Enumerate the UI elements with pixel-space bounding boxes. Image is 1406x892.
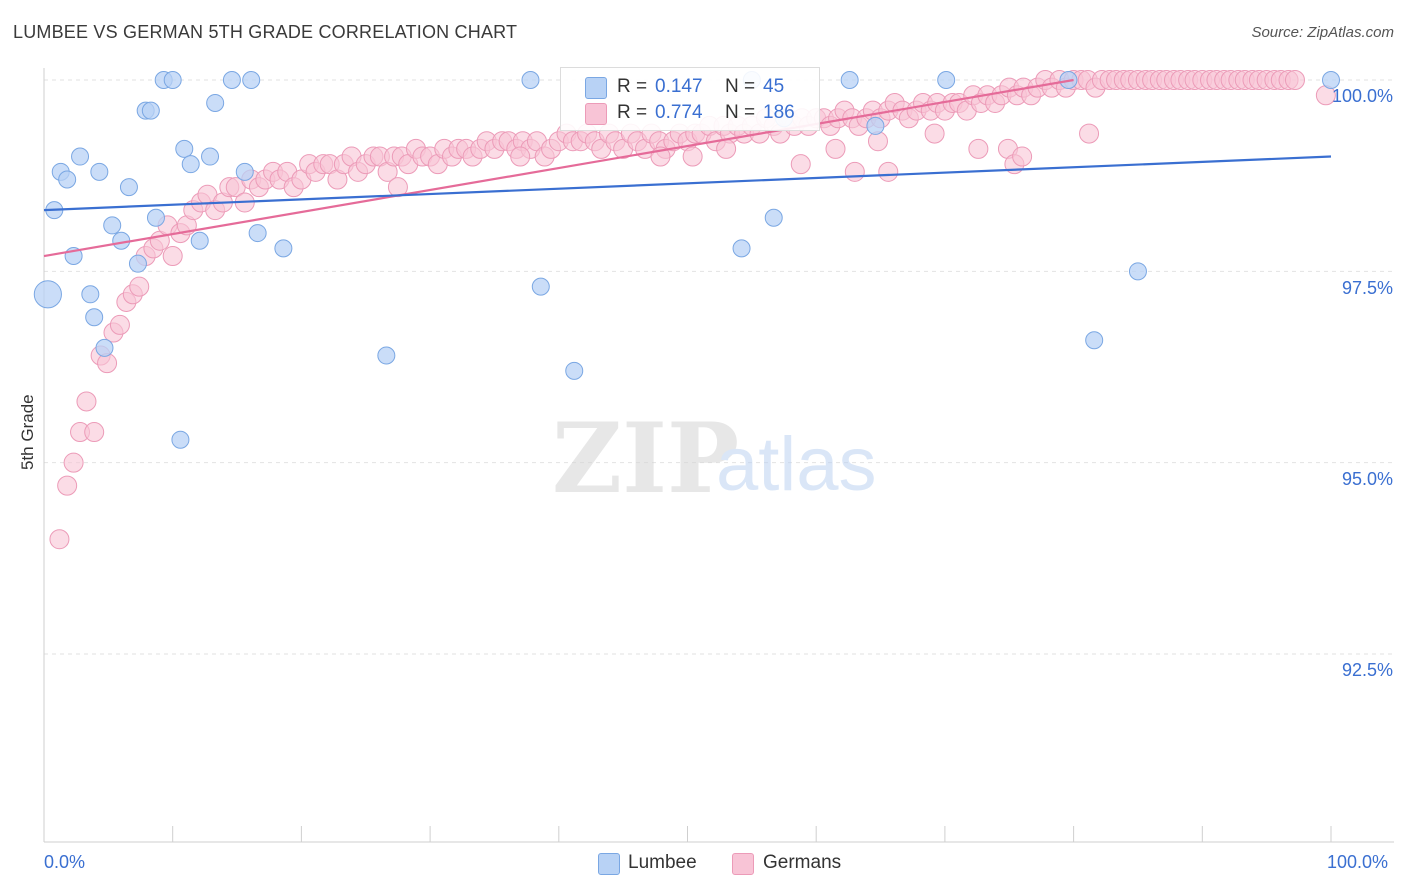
germans-point bbox=[1284, 70, 1305, 90]
germans-point bbox=[76, 391, 97, 412]
lumbee-point bbox=[181, 155, 200, 174]
lumbee-point bbox=[190, 231, 209, 250]
lumbee-point bbox=[377, 346, 396, 365]
lumbee-point bbox=[206, 93, 225, 112]
germans-point bbox=[49, 529, 70, 550]
lumbee-point bbox=[937, 71, 956, 89]
axes bbox=[43, 68, 1394, 843]
germans-n-value: 186 bbox=[763, 102, 795, 123]
lumbee-point bbox=[531, 277, 550, 296]
lumbee-point bbox=[171, 430, 190, 449]
lumbee-point bbox=[58, 170, 77, 189]
watermark-atlas: atlas bbox=[716, 422, 877, 507]
watermark-zip: ZIP bbox=[552, 402, 739, 515]
lumbee-point bbox=[103, 216, 122, 235]
lumbee-trend-line bbox=[43, 155, 1332, 212]
lumbee-point bbox=[274, 239, 293, 258]
lumbee-point bbox=[764, 208, 783, 227]
lumbee-point bbox=[81, 285, 100, 304]
germans-point bbox=[84, 422, 105, 443]
lumbee-r-value: 0.147 bbox=[655, 76, 703, 97]
germans-series bbox=[49, 70, 1336, 550]
germans-point bbox=[57, 475, 78, 496]
germans-point bbox=[63, 452, 84, 473]
lumbee-point bbox=[95, 338, 114, 357]
lumbee-point bbox=[1085, 331, 1104, 350]
lumbee-point bbox=[201, 147, 220, 166]
chart-title: LUMBEE VS GERMAN 5TH GRADE CORRELATION C… bbox=[13, 22, 518, 42]
watermark: ZIP atlas bbox=[552, 402, 877, 515]
lumbee-point bbox=[90, 162, 109, 181]
germans-point bbox=[162, 246, 183, 267]
lumbee-point bbox=[71, 147, 90, 166]
lumbee-point bbox=[128, 254, 147, 273]
lumbee-point bbox=[235, 162, 254, 181]
lumbee-point bbox=[1322, 71, 1340, 89]
lumbee-point bbox=[141, 101, 160, 120]
lumbee-point bbox=[732, 239, 751, 258]
y-tick-label-100: 100.0% bbox=[1331, 86, 1393, 106]
germans-point bbox=[716, 138, 737, 159]
germans-point bbox=[510, 146, 531, 167]
bottom-lumbee-swatch bbox=[598, 853, 620, 875]
lumbee-point bbox=[222, 71, 241, 89]
bottom-germans-label: Germans bbox=[763, 852, 842, 873]
germans-point bbox=[968, 138, 989, 159]
germans-trend-line bbox=[43, 78, 1074, 258]
lumbee-point bbox=[33, 280, 62, 309]
y-tick-label-95: 95.0% bbox=[1341, 469, 1393, 489]
x-tick-label-min: 0.0% bbox=[44, 852, 86, 872]
germans-point bbox=[109, 314, 130, 335]
lumbee-point bbox=[242, 71, 261, 89]
lumbee-swatch bbox=[585, 77, 607, 99]
lumbee-point bbox=[1128, 262, 1147, 281]
germans-r-value: 0.774 bbox=[655, 102, 703, 123]
germans-point bbox=[878, 161, 899, 182]
y-tick-label-92-5: 92.5% bbox=[1341, 660, 1393, 680]
lumbee-point bbox=[146, 208, 165, 227]
germans-point bbox=[97, 353, 118, 374]
lumbee-point bbox=[119, 178, 138, 197]
germans-point bbox=[790, 154, 811, 175]
germans-point bbox=[844, 161, 865, 182]
lumbee-point bbox=[175, 139, 194, 158]
bottom-lumbee-label: Lumbee bbox=[628, 852, 697, 873]
y-tick-label-97-5: 97.5% bbox=[1341, 278, 1393, 298]
source-label: Source: ZipAtlas.com bbox=[1251, 24, 1394, 41]
germans-point bbox=[682, 146, 703, 167]
lumbee-point bbox=[840, 71, 859, 89]
lumbee-point bbox=[163, 71, 182, 89]
trend-lines bbox=[43, 78, 1332, 258]
x-tick-label-max: 100.0% bbox=[1327, 852, 1389, 872]
lumbee-n-value: 45 bbox=[763, 76, 785, 97]
germans-point bbox=[1012, 146, 1033, 167]
lumbee-point bbox=[565, 361, 584, 380]
germans-r-label: R = bbox=[617, 102, 648, 123]
lumbee-point bbox=[248, 224, 267, 243]
lumbee-point bbox=[85, 308, 104, 327]
germans-point bbox=[129, 276, 150, 297]
lumbee-series bbox=[33, 71, 1340, 449]
germans-point bbox=[825, 138, 846, 159]
lumbee-r-label: R = bbox=[617, 76, 648, 97]
stats-legend: R = 0.147 N = 45 R = 0.774 N = 186 bbox=[560, 67, 820, 131]
germans-point bbox=[1079, 123, 1100, 144]
germans-point bbox=[867, 131, 888, 152]
germans-swatch bbox=[585, 103, 607, 125]
lumbee-n-label: N = bbox=[725, 76, 756, 97]
y-axis-label: 5th Grade bbox=[18, 394, 37, 470]
germans-n-label: N = bbox=[725, 102, 756, 123]
germans-point bbox=[924, 123, 945, 144]
lumbee-point bbox=[521, 71, 540, 89]
lumbee-point bbox=[866, 116, 885, 135]
germans-point bbox=[387, 177, 408, 198]
bottom-germans-swatch bbox=[732, 853, 754, 875]
